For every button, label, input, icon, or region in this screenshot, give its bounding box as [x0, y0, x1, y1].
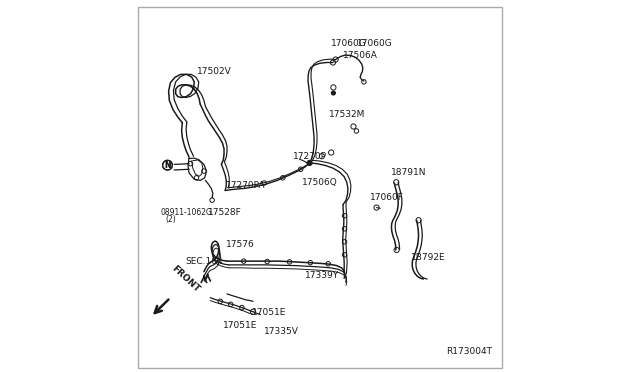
Text: FRONT: FRONT [170, 264, 201, 294]
Text: R173004T: R173004T [447, 347, 493, 356]
Text: N: N [164, 161, 171, 170]
Text: 08911-1062G: 08911-1062G [161, 208, 212, 217]
Circle shape [308, 161, 312, 165]
Text: 17502V: 17502V [197, 67, 232, 76]
Text: 17270PA: 17270PA [227, 181, 266, 190]
FancyBboxPatch shape [138, 7, 502, 368]
Text: N: N [164, 161, 171, 170]
Text: SEC.164: SEC.164 [186, 257, 223, 266]
Text: 17060F: 17060F [370, 193, 404, 202]
Text: 17532M: 17532M [329, 110, 365, 119]
Text: 17270P: 17270P [293, 152, 327, 161]
Text: 17506Q: 17506Q [302, 178, 338, 187]
Text: 17051E: 17051E [252, 308, 287, 317]
Text: 1B792E: 1B792E [411, 253, 446, 262]
Circle shape [332, 91, 335, 95]
Text: 17051E: 17051E [223, 321, 257, 330]
Text: 17576: 17576 [227, 240, 255, 249]
Text: 17335V: 17335V [264, 327, 298, 336]
Text: 17506A: 17506A [343, 51, 378, 60]
Text: 17060G: 17060G [356, 39, 392, 48]
Text: 17339Y: 17339Y [305, 271, 339, 280]
Text: 18791N: 18791N [392, 168, 427, 177]
Text: 17060G: 17060G [331, 39, 367, 48]
Text: 17528F: 17528F [207, 208, 241, 217]
Text: (2): (2) [165, 215, 176, 224]
